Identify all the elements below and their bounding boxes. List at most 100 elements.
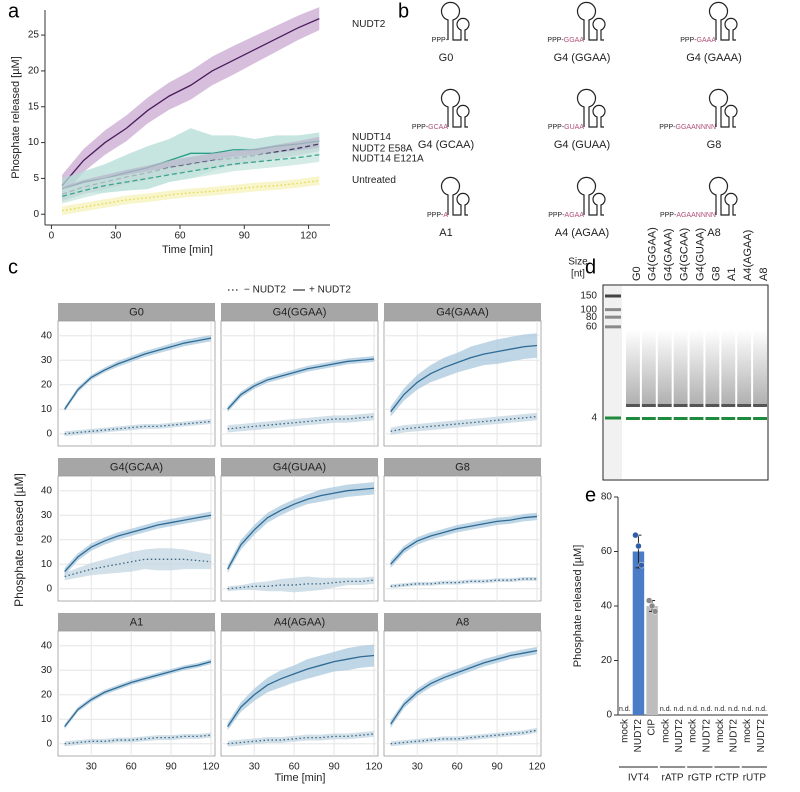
ladder-lane <box>604 286 622 479</box>
sequence-prefix: PPP- <box>412 124 429 131</box>
x-tick-label: 0 <box>49 231 55 242</box>
y-tick-label: 0 <box>46 738 52 749</box>
x-axis-title: Time [min] <box>162 244 213 256</box>
marker-band <box>689 417 704 420</box>
x-tick-label: 30 <box>412 762 424 773</box>
marker-band <box>721 417 736 420</box>
construct: PPP-GGAA G4 (GGAA) <box>547 1 610 64</box>
x-tick-label: NUDT2 <box>633 719 644 753</box>
error-band <box>390 412 538 435</box>
construct: PPP- G0 <box>432 1 470 64</box>
rna-band <box>626 404 640 407</box>
x-tick-label: NUDT2 <box>729 719 740 753</box>
x-tick-label: 30 <box>249 762 261 773</box>
series-line <box>64 514 212 573</box>
value-label: n.d. <box>755 706 767 713</box>
x-axis-title: Time [min] <box>275 772 326 784</box>
lane-label: G0 <box>631 266 643 281</box>
x-tick-label: 90 <box>166 762 178 773</box>
facet-title: G4(GCAA) <box>110 461 163 473</box>
data-point <box>645 597 653 604</box>
sequence-insert: GGAA <box>564 37 585 44</box>
marker-band <box>626 417 640 420</box>
x-tick-label: mock <box>619 718 630 743</box>
sequence-insert: GUAA <box>564 124 584 131</box>
facet-strip <box>221 613 378 631</box>
sequence-prefix: PPP- <box>548 212 565 219</box>
x-tick-label: mock <box>742 718 753 743</box>
y-tick-label: 20 <box>41 379 53 390</box>
x-tick-label: NUDT2 <box>756 719 767 753</box>
x-tick-label: NUDT2 <box>674 719 685 753</box>
hairpin-large <box>708 88 738 128</box>
sequence-prefix: PPP- <box>547 37 564 44</box>
value-label: n.d. <box>714 706 726 713</box>
series-line <box>390 415 538 432</box>
y-axis-title: Phosphate released [µM] <box>572 545 584 668</box>
data-point <box>651 608 659 615</box>
hairpin-large <box>576 1 606 41</box>
lane-smear <box>657 330 672 406</box>
hairpin-large <box>576 88 606 128</box>
sequence-prefix: PPP- <box>659 124 676 131</box>
construct: PPP-A A1 <box>427 176 470 239</box>
marker-band <box>673 417 688 420</box>
lane-smear <box>673 330 688 406</box>
error-band <box>62 7 320 197</box>
value-label: n.d. <box>687 706 699 713</box>
y-tick-label: 60 <box>601 546 613 557</box>
series-label: Untreated <box>352 175 396 186</box>
sequence-prefix: PPP- <box>548 124 565 131</box>
ladder-label: 100 <box>580 304 597 315</box>
construct: PPP-GAAA G4 (GAAA) <box>680 1 742 64</box>
facet-strip <box>58 303 215 321</box>
series-line <box>64 420 212 435</box>
x-tick-label: 30 <box>86 762 98 773</box>
facet-strip <box>384 458 541 476</box>
lane-smear <box>626 330 640 406</box>
series-label: NUDT2 <box>352 19 386 30</box>
y-tick-label: 0 <box>33 209 39 220</box>
plot-background <box>57 475 216 602</box>
lane-label: A1 <box>726 268 738 281</box>
y-tick-label: 80 <box>601 492 613 503</box>
sequence-prefix: PPP- <box>660 212 677 219</box>
lane-smear <box>641 330 656 406</box>
rna-band <box>657 404 672 407</box>
ladder-label: 80 <box>586 312 598 323</box>
ladder-label: 150 <box>580 291 597 302</box>
sequence-insert: AGAANNNN <box>676 212 716 219</box>
hairpin-large <box>576 176 606 216</box>
lane-smear <box>689 330 704 406</box>
series-line <box>227 487 375 570</box>
error-band <box>64 548 212 581</box>
marker-band <box>657 417 672 420</box>
y-tick-label: 30 <box>41 510 53 521</box>
error-band <box>62 176 320 215</box>
y-tick-label: 0 <box>606 710 612 721</box>
panel-label: e <box>585 484 596 506</box>
ladder-label: 4 <box>591 413 597 424</box>
facet-strip <box>384 613 541 631</box>
panel-label: a <box>8 0 20 22</box>
panel-label: c <box>8 256 18 278</box>
sequence-insert: A <box>443 212 448 219</box>
lane-smear <box>737 330 752 406</box>
series-line <box>64 661 212 727</box>
error-band <box>390 727 538 747</box>
value-label: n.d. <box>742 706 754 713</box>
x-tick-label: 120 <box>529 762 546 773</box>
facet-strip <box>384 303 541 321</box>
hairpin-large <box>708 1 738 41</box>
rna-band <box>705 404 720 407</box>
y-tick-label: 0 <box>46 428 52 439</box>
facet-title: A4(AGAA) <box>274 616 325 628</box>
hairpin-large <box>440 88 470 128</box>
facet-title: G0 <box>129 306 144 318</box>
rna-band <box>689 404 704 407</box>
sequence-insert: GAAA <box>697 37 717 44</box>
size-label: Size <box>568 257 588 268</box>
construct: PPP-GUAA G4 (GUAA) <box>548 88 610 151</box>
construct-name: G8 <box>707 139 722 151</box>
lane-label: A8 <box>758 268 770 281</box>
